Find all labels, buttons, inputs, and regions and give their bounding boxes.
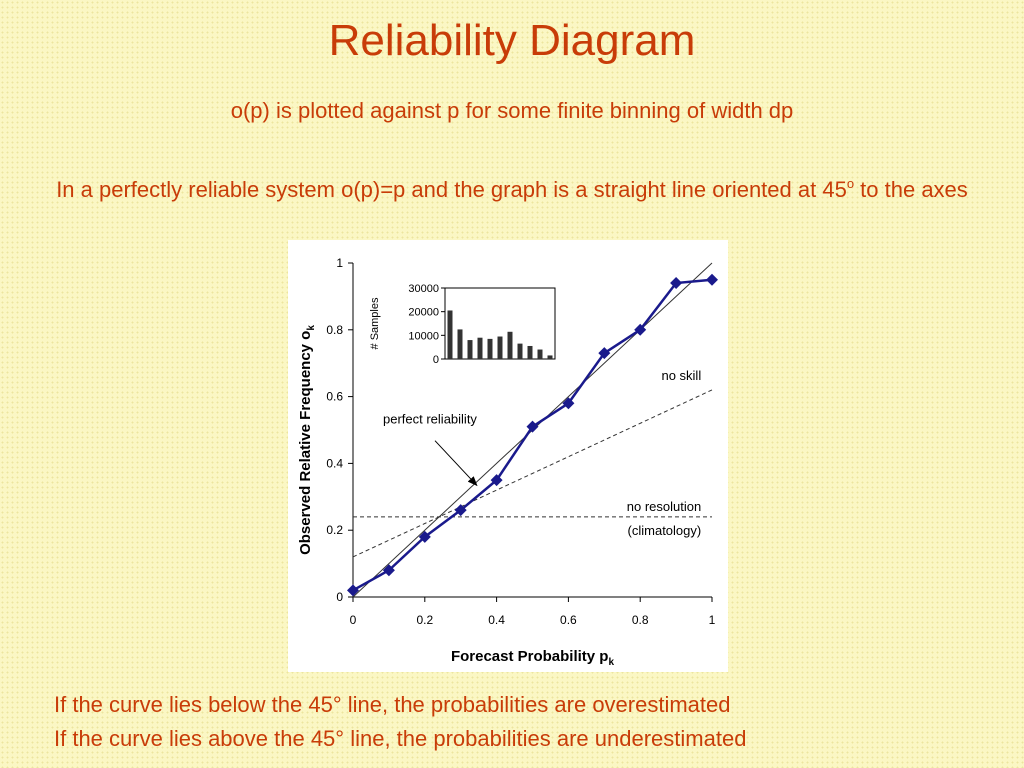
paragraph-tail: to the axes: [854, 177, 968, 202]
slide-paragraph: In a perfectly reliable system o(p)=p an…: [40, 167, 984, 206]
data-point-marker: [526, 420, 539, 433]
inset-bar: [507, 331, 513, 359]
x-axis-label: Forecast Probability pk: [451, 648, 615, 668]
inset-bar: [537, 349, 543, 359]
inset-y-tick-label: 30000: [408, 283, 439, 295]
note-overestimated: If the curve lies below the 45° line, th…: [54, 692, 731, 717]
paragraph-main: In a perfectly reliable system o(p)=p an…: [56, 177, 847, 202]
reliability-chart: 0 0.2 0.4 0.6 0.8 1 0 0.2 0.4 0.6 0.8 1 Forecast Pro…: [297, 256, 718, 668]
data-point-marker: [454, 504, 467, 517]
x-axis-label-subscript: k: [608, 657, 614, 668]
perfect-reliability-arrow: [434, 440, 478, 487]
slide-subtitle: o(p) is plotted against p for some finit…: [230, 98, 794, 123]
data-point-marker: [347, 584, 359, 597]
data-point-marker: [634, 323, 647, 336]
y-tick-label: 0.8: [326, 323, 343, 337]
data-point-marker: [562, 397, 575, 410]
inset-bar: [497, 336, 503, 359]
data-point-marker: [670, 277, 683, 290]
y-axis-label-text: Observed Relative Frequency o: [297, 331, 314, 555]
y-tick-label: 0: [336, 590, 343, 604]
inset-bar: [467, 340, 473, 359]
y-tick-label: 0.4: [326, 456, 343, 470]
no-resolution-label: no resolution: [627, 499, 701, 514]
inset-y-tick-label: 0: [433, 354, 439, 366]
x-tick-label: 0: [350, 613, 357, 627]
x-tick-label: 0.6: [560, 613, 577, 627]
inset-y-axis-label: # Samples: [369, 297, 381, 349]
data-point-marker: [490, 474, 503, 487]
inset-bar: [447, 310, 453, 359]
inset-bar: [487, 338, 493, 359]
no-skill-label: no skill: [661, 368, 701, 383]
slide-title: Reliability Diagram: [328, 16, 696, 65]
x-tick-label: 1: [709, 613, 716, 627]
x-tick-label: 0.4: [488, 613, 505, 627]
x-tick-label: 0.2: [416, 613, 433, 627]
perfect-reliability-label: perfect reliability: [383, 411, 477, 426]
data-point-marker: [418, 530, 431, 543]
inset-y-tick-label: 10000: [408, 330, 439, 342]
data-point-marker: [382, 564, 395, 577]
degree-superscript: o: [846, 176, 855, 191]
inset-bar: [547, 355, 553, 359]
notes: If the curve lies below the 45° line, th…: [54, 688, 1014, 756]
note-underestimated: If the curve lies above the 45° line, th…: [54, 726, 747, 751]
y-axis-label-subscript: k: [306, 325, 317, 331]
x-tick-label: 0.8: [632, 613, 649, 627]
y-axis-label: Observed Relative Frequency ok: [297, 325, 317, 555]
y-tick-label: 0.2: [326, 523, 343, 537]
no-skill-line: [352, 389, 713, 558]
x-axis-label-text: Forecast Probability p: [451, 648, 609, 665]
data-point-marker: [706, 273, 718, 286]
inset-bar: [477, 337, 483, 359]
y-tick-label: 1: [336, 256, 343, 270]
reliability-chart-panel: 0 0.2 0.4 0.6 0.8 1 0 0.2 0.4 0.6 0.8 1 Forecast Pro…: [288, 240, 728, 672]
y-tick-label: 0.6: [326, 390, 343, 404]
climatology-label: (climatology): [628, 523, 702, 538]
inset-bar: [457, 329, 463, 359]
inset-bar: [517, 343, 523, 359]
data-point-marker: [598, 347, 611, 360]
inset-bar: [527, 345, 533, 359]
inset-y-tick-label: 20000: [408, 307, 439, 319]
